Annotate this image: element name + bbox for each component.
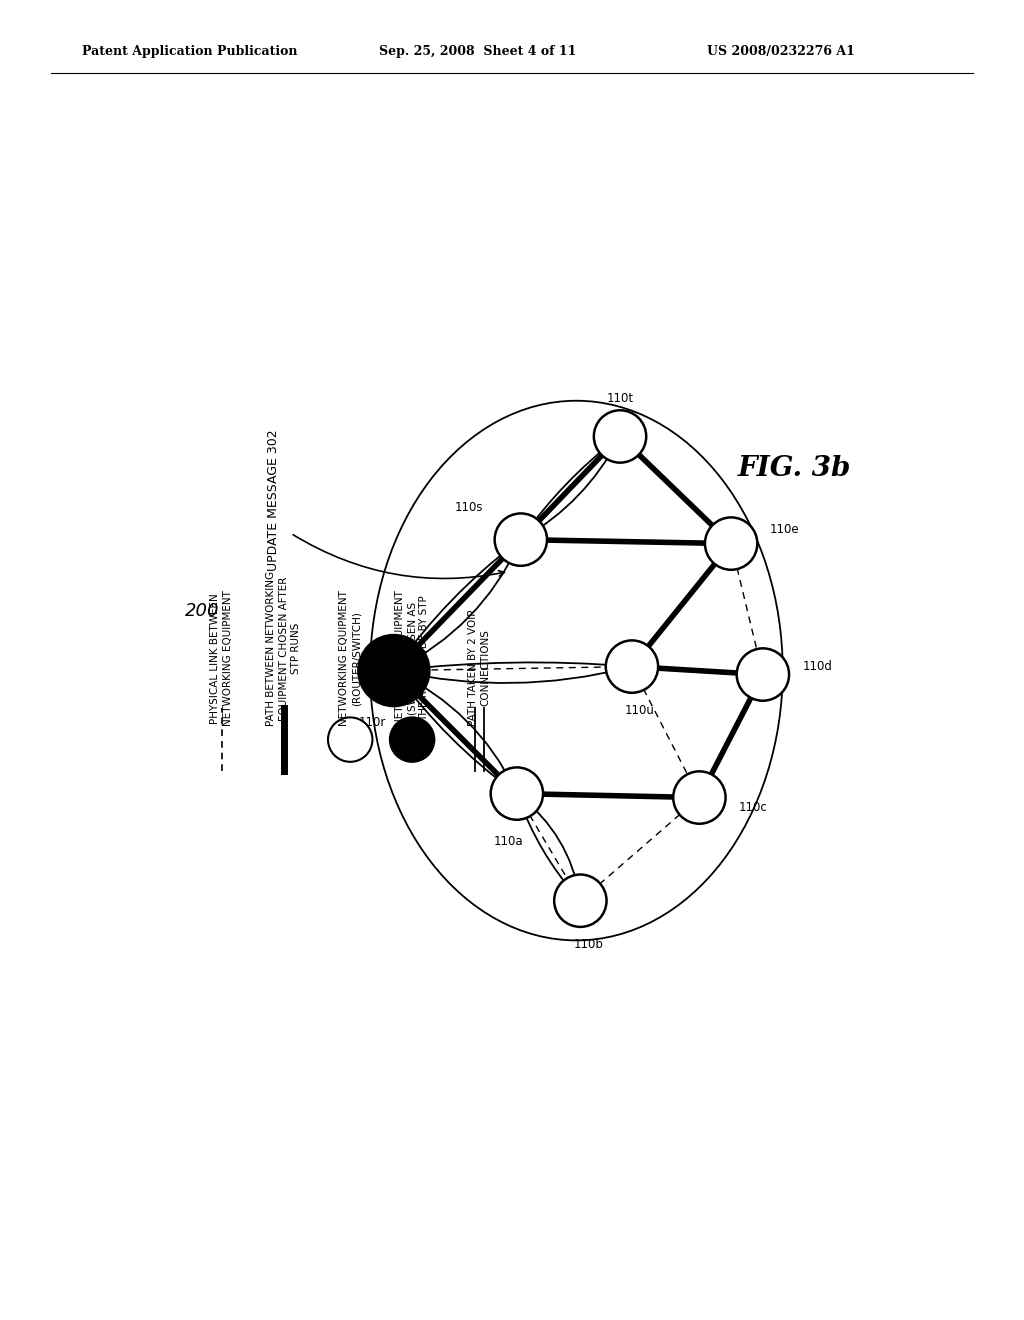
- FancyArrowPatch shape: [396, 663, 627, 671]
- Text: UPDATE MESSAGE 302: UPDATE MESSAGE 302: [267, 429, 280, 570]
- FancyArrowPatch shape: [396, 544, 519, 669]
- Text: PHYSICAL LINK BETWEEN
NETWORKING EQUIPMENT: PHYSICAL LINK BETWEEN NETWORKING EQUIPME…: [211, 590, 232, 726]
- Circle shape: [606, 640, 658, 693]
- Text: US 2008/0232276 A1: US 2008/0232276 A1: [707, 45, 854, 58]
- Text: 110c: 110c: [739, 800, 768, 813]
- Text: PATH TAKEN BY 2 VOIP
CONNECTIONS: PATH TAKEN BY 2 VOIP CONNECTIONS: [468, 610, 490, 726]
- Circle shape: [594, 411, 646, 462]
- Circle shape: [490, 767, 543, 820]
- Text: PATH BETWEEN NETWORKING
EQUIPMENT CHOSEN AFTER
STP RUNS: PATH BETWEEN NETWORKING EQUIPMENT CHOSEN…: [266, 572, 301, 726]
- Text: FIG. 3b: FIG. 3b: [738, 454, 851, 482]
- Circle shape: [328, 717, 373, 762]
- Circle shape: [358, 635, 430, 706]
- Circle shape: [390, 717, 434, 762]
- Circle shape: [554, 875, 606, 927]
- Circle shape: [495, 513, 547, 566]
- FancyArrowPatch shape: [396, 672, 515, 789]
- FancyArrowPatch shape: [519, 795, 582, 896]
- Text: 110a: 110a: [495, 834, 523, 847]
- Circle shape: [673, 771, 726, 824]
- FancyArrowPatch shape: [518, 796, 578, 898]
- Circle shape: [736, 648, 790, 701]
- Text: 110r: 110r: [358, 715, 386, 729]
- FancyArrowPatch shape: [396, 667, 628, 682]
- Text: NETWORKING EQUIPMENT
(SWITCH) CHOSEN AS
THE ROOT NODE BY STP: NETWORKING EQUIPMENT (SWITCH) CHOSEN AS …: [394, 590, 429, 726]
- Text: 110u: 110u: [625, 704, 654, 717]
- Text: 110t: 110t: [606, 392, 634, 405]
- FancyArrowPatch shape: [395, 543, 517, 668]
- Text: 110d: 110d: [803, 660, 833, 673]
- FancyArrowPatch shape: [395, 673, 513, 791]
- Circle shape: [705, 517, 758, 570]
- FancyArrowPatch shape: [523, 440, 618, 539]
- Text: 110b: 110b: [573, 937, 603, 950]
- Text: 110s: 110s: [455, 502, 482, 515]
- Text: 110e: 110e: [769, 523, 799, 536]
- Text: 200: 200: [185, 602, 219, 620]
- Text: NETWORKING EQUIPMENT
(ROUTER/SWITCH): NETWORKING EQUIPMENT (ROUTER/SWITCH): [339, 590, 361, 726]
- Text: Patent Application Publication: Patent Application Publication: [82, 45, 297, 58]
- Text: Sep. 25, 2008  Sheet 4 of 11: Sep. 25, 2008 Sheet 4 of 11: [379, 45, 577, 58]
- FancyArrowPatch shape: [522, 438, 617, 537]
